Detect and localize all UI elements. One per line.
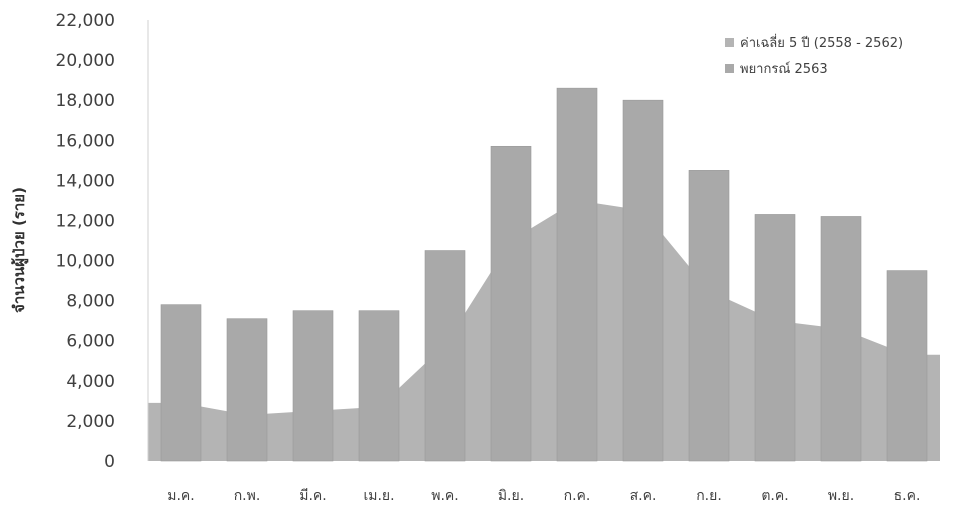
forecast-bar <box>688 170 730 462</box>
forecast-bar <box>820 216 862 462</box>
y-tick-label: 4,000 <box>66 372 115 392</box>
forecast-bar <box>622 99 664 462</box>
y-tick-label: 12,000 <box>56 211 115 231</box>
forecast-bar <box>358 310 400 462</box>
x-tick-label: ธ.ค. <box>894 488 921 504</box>
legend-label-average: ค่าเฉลี่ย 5 ปี (2558 - 2562) <box>740 34 903 51</box>
y-axis-label: จำนวนผู้ป่วย (ราย) <box>10 187 29 313</box>
x-tick-label: มี.ค. <box>299 488 327 504</box>
x-tick-label: เม.ย. <box>363 488 394 504</box>
y-tick-label: 0 <box>104 452 115 472</box>
x-axis-labels: ม.ค. ก.พ. มี.ค. เม.ย. พ.ค. มิ.ย. ก.ค. ส.ค. ก.ย. ต… <box>167 488 920 504</box>
x-tick-label: ม.ค. <box>167 488 195 504</box>
forecast-bar <box>886 270 928 462</box>
y-tick-label: 8,000 <box>66 292 115 312</box>
y-tick-label: 18,000 <box>56 91 115 111</box>
forecast-bar <box>490 145 532 462</box>
legend-swatch-average <box>725 38 734 47</box>
x-tick-label: ก.พ. <box>234 488 261 504</box>
x-tick-label: ก.ค. <box>564 488 591 504</box>
y-tick-label: 6,000 <box>66 332 115 352</box>
forecast-bar <box>424 250 466 462</box>
forecast-bars-layer <box>160 87 928 462</box>
y-tick-label: 2,000 <box>66 412 115 432</box>
x-tick-label: มิ.ย. <box>498 488 524 504</box>
legend-label-forecast: พยากรณ์ 2563 <box>740 61 828 77</box>
x-tick-label: ส.ค. <box>630 488 657 504</box>
legend-swatch-forecast <box>725 64 734 73</box>
y-tick-label: 16,000 <box>56 131 115 151</box>
forecast-bar <box>226 318 268 462</box>
forecast-bar <box>160 304 202 462</box>
x-tick-label: ต.ค. <box>761 488 788 504</box>
y-tick-label: 10,000 <box>56 252 115 272</box>
x-tick-label: พ.ค. <box>431 488 459 504</box>
forecast-bar <box>556 87 598 462</box>
y-tick-label: 22,000 <box>56 11 115 31</box>
y-tick-label: 20,000 <box>56 51 115 71</box>
forecast-bar <box>292 310 334 462</box>
x-tick-label: ก.ย. <box>696 488 722 504</box>
average-area <box>148 200 940 461</box>
y-tick-label: 14,000 <box>56 171 115 191</box>
x-tick-label: พ.ย. <box>828 488 854 504</box>
y-axis-ticks: 0 2,000 4,000 6,000 8,000 10,000 12,000 14,000 1… <box>56 11 115 472</box>
forecast-bar <box>754 214 796 462</box>
legend: ค่าเฉลี่ย 5 ปี (2558 - 2562) พยากรณ์ 256… <box>725 34 903 77</box>
